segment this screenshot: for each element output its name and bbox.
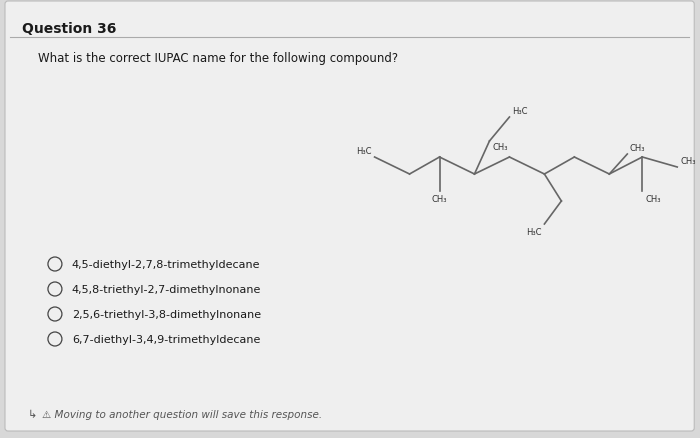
Text: H₃C: H₃C [526,227,541,237]
Text: ↳: ↳ [28,409,37,419]
Text: ⚠ Moving to another question will save this response.: ⚠ Moving to another question will save t… [42,409,322,419]
Text: CH₃: CH₃ [645,194,661,204]
Text: H₃C: H₃C [512,107,528,116]
Text: CH₃: CH₃ [680,157,696,166]
Text: CH₃: CH₃ [493,143,508,152]
Text: CH₃: CH₃ [432,194,447,204]
Text: Question 36: Question 36 [22,22,116,36]
Text: CH₃: CH₃ [629,144,645,153]
FancyBboxPatch shape [5,2,694,431]
Text: H₃C: H₃C [356,147,372,155]
Text: 2,5,6-triethyl-3,8-dimethylnonane: 2,5,6-triethyl-3,8-dimethylnonane [72,309,261,319]
Text: What is the correct IUPAC name for the following compound?: What is the correct IUPAC name for the f… [38,52,398,65]
Text: 4,5,8-triethyl-2,7-dimethylnonane: 4,5,8-triethyl-2,7-dimethylnonane [72,284,261,294]
Text: 6,7-diethyl-3,4,9-trimethyldecane: 6,7-diethyl-3,4,9-trimethyldecane [72,334,260,344]
Text: 4,5-diethyl-2,7,8-trimethyldecane: 4,5-diethyl-2,7,8-trimethyldecane [72,259,260,269]
